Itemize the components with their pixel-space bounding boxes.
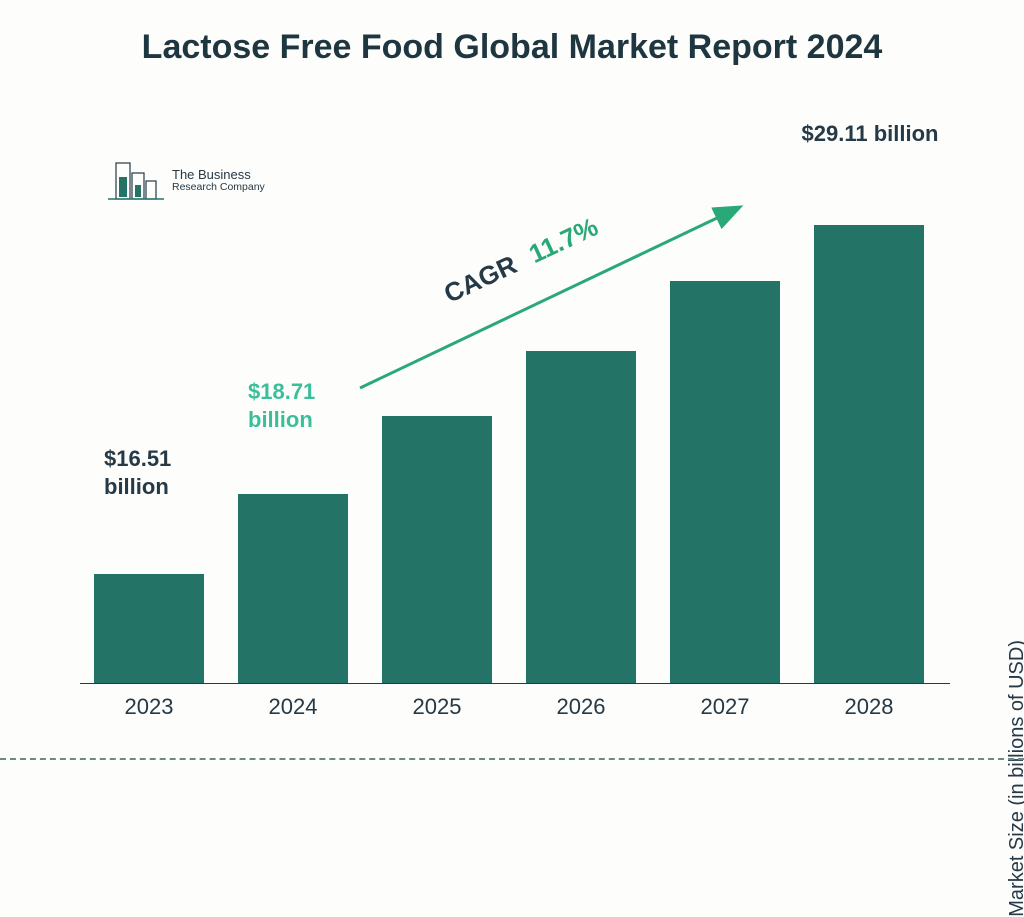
- bar-2023: [94, 574, 204, 684]
- xlabel: 2027: [670, 694, 780, 720]
- cagr-label: CAGR 11.7%: [439, 211, 603, 309]
- bar-rect: [94, 574, 204, 684]
- bar-2024: [238, 494, 348, 684]
- chart-title: Lactose Free Food Global Market Report 2…: [0, 0, 1024, 69]
- cagr-prefix: CAGR: [439, 249, 521, 309]
- cagr-value: 11.7%: [524, 211, 602, 269]
- data-label-2028: $29.11 billion: [780, 120, 960, 148]
- data-label-2023: $16.51 billion: [104, 445, 194, 500]
- data-label-unit: billion: [104, 474, 169, 499]
- data-label-2024: $18.71 billion: [248, 378, 338, 433]
- bar-rect: [670, 281, 780, 684]
- x-axis-line: [80, 683, 950, 684]
- xlabel: 2028: [814, 694, 924, 720]
- bar-2027: [670, 281, 780, 684]
- xlabel: 2023: [94, 694, 204, 720]
- xlabel: 2024: [238, 694, 348, 720]
- bar-2026: [526, 351, 636, 684]
- footer-divider: [0, 758, 1024, 760]
- bar-rect: [526, 351, 636, 684]
- bar-rect: [238, 494, 348, 684]
- bar-rect: [382, 416, 492, 684]
- data-label-value: $29.11 billion: [802, 121, 939, 146]
- bar-2028: [814, 225, 924, 684]
- data-label-value: $16.51: [104, 446, 171, 471]
- data-label-value: $18.71: [248, 379, 315, 404]
- xlabel: 2026: [526, 694, 636, 720]
- cagr-arrow: [80, 150, 940, 730]
- bar-2025: [382, 416, 492, 684]
- bar-rect: [814, 225, 924, 684]
- y-axis-label: Market Size (in billions of USD): [1006, 640, 1024, 917]
- bar-chart: 2023 2024 2025 2026 2027 2028 $16.51 bil…: [80, 150, 940, 730]
- xlabel: 2025: [382, 694, 492, 720]
- data-label-unit: billion: [248, 407, 313, 432]
